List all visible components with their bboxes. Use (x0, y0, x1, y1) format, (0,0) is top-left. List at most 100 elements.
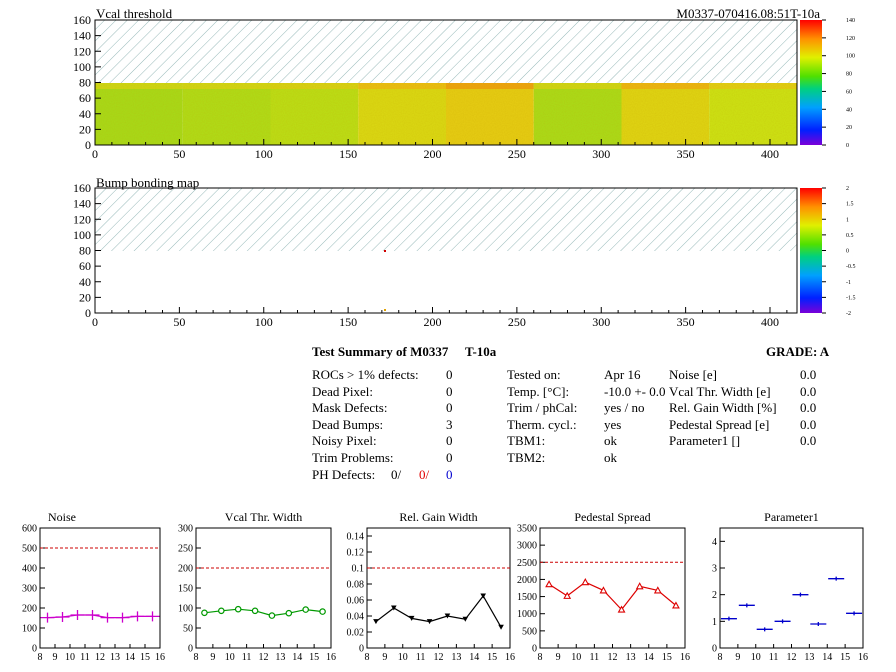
chart-x-tick-label: 15 (140, 652, 150, 663)
run-label: M0337-070416.08:51T-10a (676, 6, 820, 21)
chart-x-tick-label: 10 (65, 652, 75, 663)
chart-y-tick-label: 0 (532, 644, 537, 655)
chart-y-tick-label: 3500 (517, 524, 537, 535)
chart-x-tick-label: 9 (556, 652, 561, 663)
chart-title: Parameter1 (764, 510, 819, 524)
chart-y-tick-label: 0 (359, 644, 364, 655)
chart-x-tick-label: 14 (644, 652, 654, 663)
chart-y-tick-label: 0 (712, 644, 717, 655)
chart-x-tick-label: 9 (210, 652, 215, 663)
chart-point (846, 611, 863, 616)
map-x-tick-label: 300 (592, 147, 610, 161)
palette-tick-label: 20 (846, 125, 852, 131)
chart-point (145, 611, 160, 622)
chart-x-tick-label: 11 (769, 652, 779, 663)
chart-point (581, 578, 590, 586)
palette-tick-label: -1 (846, 280, 851, 286)
map-x-tick-label: 350 (677, 147, 695, 161)
chart-point (563, 591, 572, 599)
map2-defect-marker (384, 250, 386, 252)
defects-values: 0 0 0 3 0 0 (446, 367, 453, 465)
chart-x-tick-label: 14 (125, 652, 135, 663)
chart-y-tick-label: 0.04 (347, 612, 365, 623)
palette-tick-label: -0.5 (846, 264, 856, 270)
chart-x-tick-label: 8 (38, 652, 43, 663)
chart-x-tick-label: 15 (487, 652, 497, 663)
map-y-tick-label: 120 (73, 44, 91, 58)
palette-tick-label: 80 (846, 72, 852, 78)
test-info-values: Apr 16 -10.0 +- 0.0 yes / no yes ok ok (604, 367, 666, 465)
pixel-maps: Vcal threshold M0337-070416.08:51T-10a 1… (73, 6, 856, 329)
chart-point (130, 611, 145, 622)
palette-tick-label: 60 (846, 89, 852, 95)
chart-y-tick-label: 100 (178, 604, 193, 615)
chart-x-tick-label: 12 (608, 652, 618, 663)
chart-point (85, 610, 100, 620)
palette-tick-label: 0.5 (846, 233, 854, 239)
map-x-tick-label: 300 (592, 315, 610, 329)
map2-hatched-area (95, 188, 797, 251)
map-y-tick-label: 120 (73, 212, 91, 226)
chart-y-tick-label: 2500 (517, 558, 537, 569)
map-y-tick-label: 80 (79, 244, 91, 258)
map-x-tick-label: 0 (92, 147, 98, 161)
map-y-tick-label: 40 (79, 275, 91, 289)
chart-point (810, 622, 827, 626)
map1-color-palette (800, 20, 822, 145)
map-x-tick-label: 250 (508, 147, 526, 161)
chart-x-tick-label: 12 (95, 652, 105, 663)
chart-y-tick-label: 0.06 (347, 596, 365, 607)
chart-x-tick-label: 12 (787, 652, 797, 663)
map-x-tick-label: 350 (677, 315, 695, 329)
chart-y-tick-label: 400 (22, 564, 37, 575)
chart-point (100, 612, 115, 623)
map-y-tick-label: 0 (85, 138, 91, 152)
quality-values: 0.0 0.0 0.0 0.0 0.0 (800, 367, 817, 449)
chart-y-tick-label: 500 (522, 626, 537, 637)
map2-defect-marker (384, 309, 386, 311)
chart-frame (39, 527, 161, 649)
map-x-tick-label: 150 (339, 315, 357, 329)
chart-x-tick-label: 9 (53, 652, 58, 663)
chart-x-tick-label: 8 (538, 652, 543, 663)
map-y-tick-label: 100 (73, 228, 91, 242)
chart-x-tick-label: 15 (840, 652, 850, 663)
chart-point (653, 586, 662, 594)
chart-x-tick-label: 15 (309, 652, 319, 663)
chart-x-tick-label: 14 (292, 652, 302, 663)
palette-tick-label: 1.5 (846, 202, 854, 208)
ph-defects-a: 0/ (391, 467, 402, 482)
chart-y-tick-label: 0.08 (347, 580, 365, 591)
chart-point (635, 582, 644, 590)
chart-y-tick-label: 1500 (517, 592, 537, 603)
chart-point (373, 619, 379, 625)
ph-defects-c: 0 (446, 467, 453, 482)
chart-y-tick-label: 1 (712, 617, 717, 628)
chart-point (672, 601, 680, 609)
map-y-tick-label: 100 (73, 60, 91, 74)
chart-rel-gain-width: Rel. Gain Width 0 0.02 0.04 0.06 0.08 0.1 0.12 0… (347, 510, 516, 663)
chart-x-tick-label: 9 (735, 652, 740, 663)
chart-y-tick-label: 0 (188, 644, 193, 655)
chart-x-tick-label: 16 (858, 652, 868, 663)
chart-y-tick-label: 200 (22, 604, 37, 615)
map2-x-axis: 0 50 100 150 200 250 300 350 400 (92, 307, 788, 329)
chart-y-tick-label: 1000 (517, 609, 537, 620)
test-info-labels: Tested on: Temp. [°C]: Trim / phCal: The… (507, 367, 578, 465)
chart-point (828, 576, 845, 581)
chart-x-tick-label: 13 (275, 652, 285, 663)
palette-tick-label: 0 (846, 249, 849, 255)
map-y-tick-label: 60 (79, 91, 91, 105)
map2-title: Bump bonding map (96, 175, 199, 190)
chart-y-tick-label: 150 (178, 584, 193, 595)
defects-labels: ROCs > 1% defects: Dead Pixel: Mask Defe… (312, 367, 419, 482)
palette-tick-label: -2 (846, 311, 851, 317)
chart-point (774, 619, 791, 624)
chart-x-tick-label: 13 (451, 652, 461, 663)
chart-pedestal-spread: Pedestal Spread 0 500 1000 1500 2000 2500 3000 3… (517, 510, 690, 663)
chart-x-tick-label: 10 (398, 652, 408, 663)
chart-point (115, 612, 130, 623)
